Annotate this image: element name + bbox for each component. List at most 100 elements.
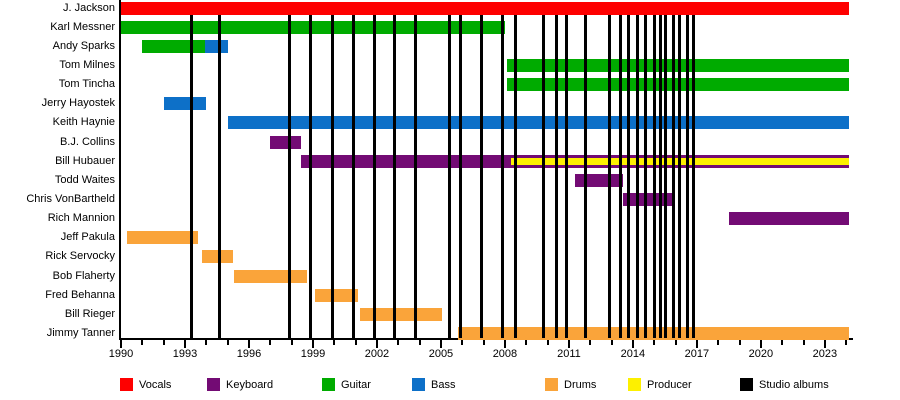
axis-minor-tick — [845, 340, 848, 345]
axis-minor-tick — [290, 340, 293, 345]
axis-minor-tick — [397, 340, 400, 345]
member-label: Rich Mannion — [47, 212, 115, 225]
member-bar-keyboard — [270, 135, 302, 149]
member-bar-guitar — [507, 58, 849, 72]
member-label: Bob Flaherty — [52, 269, 115, 282]
album-release-line — [447, 15, 451, 338]
member-label: Jerry Hayostek — [41, 97, 115, 110]
album-release-line — [644, 15, 648, 338]
album-release-line — [330, 15, 334, 338]
axis-minor-tick — [738, 340, 741, 345]
axis-minor-tick — [482, 340, 485, 345]
axis-minor-tick — [162, 340, 165, 345]
member-label: Todd Waites — [54, 173, 115, 186]
axis-major-tick — [375, 340, 378, 348]
legend-swatch-keyboard — [207, 378, 220, 391]
album-release-line — [671, 15, 675, 338]
legend-label-albums: Studio albums — [759, 379, 829, 391]
album-release-line — [584, 15, 588, 338]
album-release-line — [541, 15, 545, 338]
axis-minor-tick — [546, 340, 549, 345]
axis-tick-label: 2011 — [557, 348, 581, 360]
axis-minor-tick — [653, 340, 656, 345]
axis-minor-tick — [418, 340, 421, 345]
member-label: Chris VonBartheld — [26, 193, 115, 205]
legend-label-producer: Producer — [647, 379, 692, 391]
axis-major-tick — [183, 340, 186, 348]
album-release-line — [692, 15, 696, 338]
legend-swatch-drums — [545, 378, 558, 391]
member-label: Karl Messner — [50, 20, 115, 33]
member-label: Jimmy Tanner — [46, 327, 115, 340]
legend-swatch-bass — [412, 378, 425, 391]
member-bar-keyboard — [575, 173, 624, 187]
y-axis-line — [119, 0, 121, 340]
album-release-line — [217, 15, 221, 338]
axis-minor-tick — [802, 340, 805, 345]
axis-minor-tick — [141, 340, 144, 345]
axis-major-tick — [311, 340, 314, 348]
member-bar-guitar — [121, 20, 505, 34]
member-label: Bill Hubauer — [55, 154, 115, 167]
axis-minor-tick — [269, 340, 272, 345]
member-label: Andy Sparks — [52, 39, 115, 52]
axis-tick-label: 2023 — [812, 348, 838, 360]
album-release-line — [413, 15, 417, 338]
axis-tick-label: 2008 — [492, 348, 518, 360]
axis-minor-tick — [781, 340, 784, 345]
axis-minor-tick — [525, 340, 528, 345]
member-label: Fred Behanna — [45, 288, 115, 301]
album-release-line — [514, 15, 518, 338]
member-label: Tom Milnes — [59, 58, 115, 71]
axis-major-tick — [631, 340, 634, 348]
album-release-line — [479, 15, 483, 338]
axis-tick-label: 2005 — [428, 348, 454, 360]
axis-tick-label: 2014 — [620, 348, 646, 360]
album-release-line — [501, 15, 505, 338]
axis-minor-tick — [674, 340, 677, 345]
axis-major-tick — [695, 340, 698, 348]
member-bar-drums — [315, 288, 358, 302]
album-release-line — [659, 15, 663, 338]
member-label: Bill Rieger — [64, 307, 115, 320]
legend-label-drums: Drums — [564, 379, 597, 391]
member-bar-guitar — [507, 78, 849, 92]
axis-minor-tick — [226, 340, 229, 345]
member-bar-keyboard — [728, 212, 849, 226]
album-release-line — [652, 15, 656, 338]
album-release-line — [607, 15, 611, 338]
album-release-line — [627, 15, 631, 338]
axis-minor-tick — [354, 340, 357, 345]
album-release-line — [189, 15, 193, 338]
album-release-line — [678, 15, 682, 338]
axis-minor-tick — [610, 340, 613, 345]
album-release-line — [392, 15, 396, 338]
member-bar-drums — [359, 307, 442, 321]
album-release-line — [458, 15, 462, 338]
album-release-line — [635, 15, 639, 338]
member-bar-vocals — [121, 1, 849, 15]
member-bar-guitar — [142, 39, 206, 53]
axis-minor-tick — [461, 340, 464, 345]
axis-tick-label: 1990 — [108, 348, 134, 360]
axis-major-tick — [439, 340, 442, 348]
axis-major-tick — [503, 340, 506, 348]
legend-label-bass: Bass — [431, 379, 456, 391]
legend-label-vocals: Vocals — [139, 379, 172, 391]
member-bar-bass — [205, 39, 228, 53]
member-label: Jeff Pakula — [60, 231, 115, 244]
legend-label-guitar: Guitar — [341, 379, 371, 391]
album-release-line — [351, 15, 355, 338]
album-release-line — [565, 15, 569, 338]
axis-minor-tick — [589, 340, 592, 345]
axis-tick-label: 2002 — [364, 348, 390, 360]
member-label: Rick Servocky — [45, 250, 115, 263]
axis-major-tick — [567, 340, 570, 348]
album-release-line — [373, 15, 377, 338]
album-release-line — [664, 15, 668, 338]
axis-major-tick — [823, 340, 826, 348]
axis-tick-label: 1999 — [300, 348, 326, 360]
axis-tick-label: 1993 — [172, 348, 198, 360]
legend-swatch-vocals — [120, 378, 133, 391]
album-release-line — [309, 15, 313, 338]
